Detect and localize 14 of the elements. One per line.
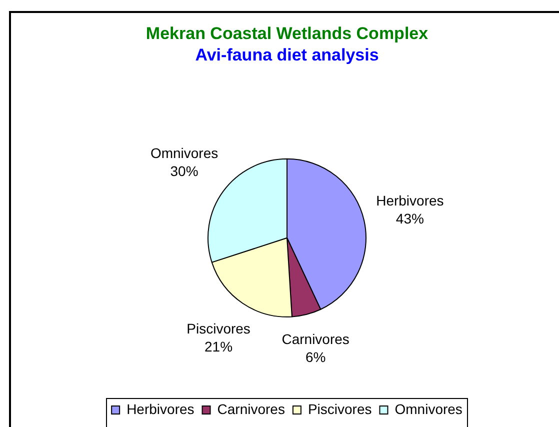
data-label: 30%	[170, 163, 198, 180]
slice-label: Carnivores	[282, 331, 350, 347]
chart-title: Mekran Coastal Wetlands Complex	[146, 24, 429, 43]
slice-label: Omnivores	[150, 145, 218, 162]
legend-label: Omnivores	[394, 400, 462, 417]
legend-label: Carnivores	[217, 400, 285, 417]
slice-label: Piscivores	[186, 320, 250, 337]
chart-subtitle: Avi-fauna diet analysis	[195, 45, 379, 64]
legend-label: Herbivores	[126, 400, 194, 417]
legend-label: Piscivores	[308, 400, 372, 417]
data-label: 6%	[305, 349, 326, 365]
data-label: 21%	[204, 338, 233, 355]
data-label: 43%	[396, 210, 424, 226]
slice-label: Herbivores	[376, 192, 444, 208]
